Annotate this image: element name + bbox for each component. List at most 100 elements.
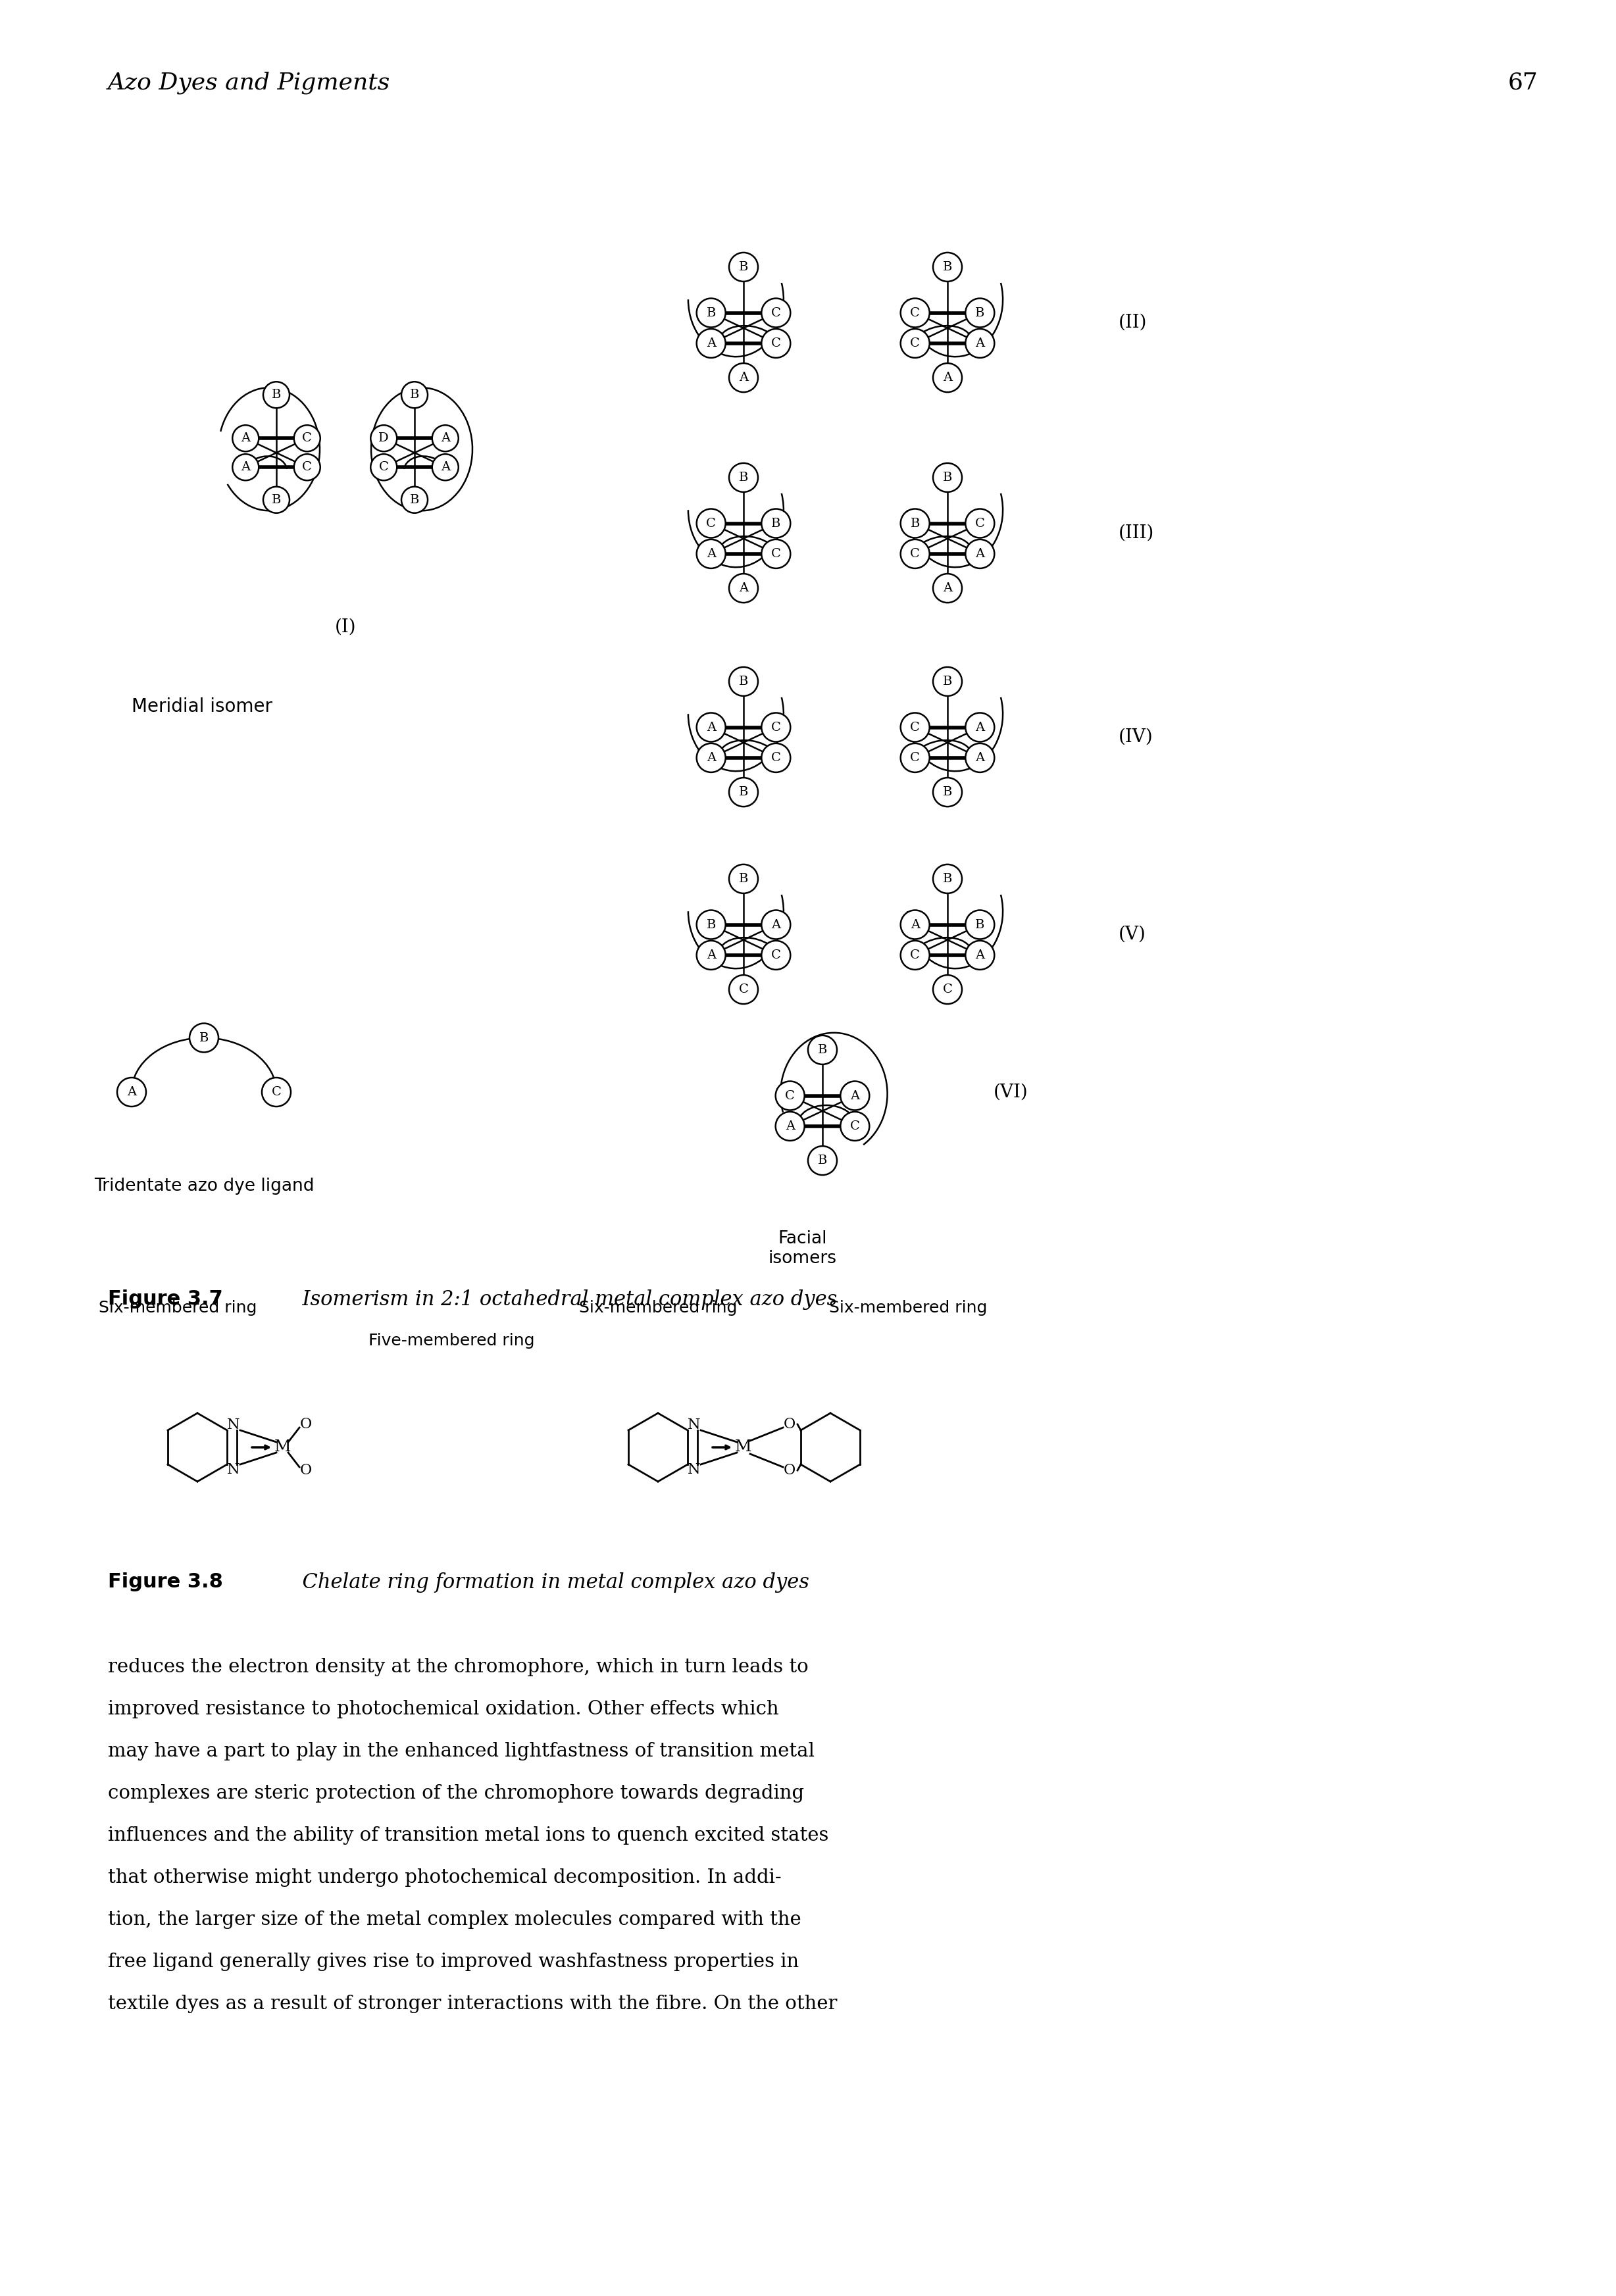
Text: C: C (771, 338, 781, 349)
Text: C: C (850, 1120, 860, 1132)
Circle shape (696, 941, 726, 969)
Text: B: B (739, 471, 748, 484)
Text: (V): (V) (1118, 925, 1146, 944)
Circle shape (233, 425, 259, 452)
Circle shape (263, 381, 289, 409)
Text: A: A (128, 1086, 136, 1097)
Circle shape (965, 540, 994, 569)
Circle shape (965, 909, 994, 939)
Text: B: B (942, 262, 952, 273)
Circle shape (696, 328, 726, 358)
Text: A: A (706, 751, 716, 765)
Circle shape (965, 298, 994, 328)
Circle shape (900, 744, 929, 771)
Text: Facial
isomers: Facial isomers (769, 1231, 837, 1267)
Text: improved resistance to photochemical oxidation. Other effects which: improved resistance to photochemical oxi… (108, 1699, 779, 1717)
Text: D: D (378, 432, 389, 443)
Circle shape (116, 1077, 145, 1107)
Text: Six-membered ring: Six-membered ring (829, 1300, 987, 1316)
Text: A: A (785, 1120, 795, 1132)
Text: Figure 3.8: Figure 3.8 (108, 1573, 223, 1591)
Text: C: C (302, 461, 312, 473)
Text: B: B (974, 918, 984, 930)
Text: Figure 3.7: Figure 3.7 (108, 1290, 223, 1309)
Text: A: A (976, 721, 984, 732)
Text: 67: 67 (1508, 71, 1538, 94)
Circle shape (401, 381, 428, 409)
Text: A: A (942, 372, 952, 383)
Text: C: C (910, 338, 920, 349)
Text: Isomerism in 2:1 octahedral metal complex azo dyes: Isomerism in 2:1 octahedral metal comple… (289, 1290, 837, 1309)
Circle shape (932, 253, 962, 282)
Circle shape (900, 909, 929, 939)
Text: C: C (974, 517, 984, 530)
Text: B: B (942, 675, 952, 687)
Text: B: B (739, 785, 748, 799)
Text: Six-membered ring: Six-membered ring (579, 1300, 737, 1316)
Text: C: C (771, 549, 781, 560)
Circle shape (761, 510, 790, 537)
Text: A: A (706, 721, 716, 732)
Circle shape (776, 1111, 805, 1141)
Circle shape (431, 455, 459, 480)
Circle shape (370, 455, 398, 480)
Text: A: A (850, 1091, 860, 1102)
Text: A: A (910, 918, 920, 930)
Text: C: C (910, 308, 920, 319)
Circle shape (729, 464, 758, 491)
Text: C: C (942, 983, 952, 996)
Circle shape (932, 976, 962, 1003)
Circle shape (729, 253, 758, 282)
Circle shape (900, 510, 929, 537)
Circle shape (761, 540, 790, 569)
Circle shape (900, 941, 929, 969)
Text: Meridial isomer: Meridial isomer (131, 698, 273, 716)
Text: A: A (241, 461, 250, 473)
Circle shape (932, 363, 962, 393)
Circle shape (233, 455, 259, 480)
Text: A: A (976, 948, 984, 962)
Text: may have a part to play in the enhanced lightfastness of transition metal: may have a part to play in the enhanced … (108, 1743, 814, 1761)
Circle shape (761, 909, 790, 939)
Text: A: A (706, 948, 716, 962)
Text: N: N (688, 1463, 701, 1476)
Text: that otherwise might undergo photochemical decomposition. In addi-: that otherwise might undergo photochemic… (108, 1869, 782, 1887)
Circle shape (776, 1081, 805, 1111)
Circle shape (932, 574, 962, 602)
Text: B: B (771, 517, 781, 530)
Text: N: N (228, 1417, 241, 1433)
Text: C: C (910, 721, 920, 732)
Text: B: B (942, 785, 952, 799)
Circle shape (696, 298, 726, 328)
Text: O: O (301, 1463, 312, 1479)
Circle shape (900, 298, 929, 328)
Text: A: A (976, 549, 984, 560)
Circle shape (932, 778, 962, 806)
Circle shape (263, 487, 289, 512)
Text: A: A (942, 583, 952, 595)
Circle shape (294, 455, 320, 480)
Text: B: B (974, 308, 984, 319)
Circle shape (900, 712, 929, 742)
Text: O: O (301, 1417, 312, 1430)
Circle shape (965, 941, 994, 969)
Text: A: A (706, 549, 716, 560)
Circle shape (965, 712, 994, 742)
Circle shape (761, 328, 790, 358)
Circle shape (729, 976, 758, 1003)
Text: B: B (271, 494, 281, 505)
Circle shape (431, 425, 459, 452)
Circle shape (965, 744, 994, 771)
Text: (II): (II) (1118, 315, 1147, 331)
Text: A: A (739, 583, 748, 595)
Text: B: B (410, 388, 419, 402)
Circle shape (761, 298, 790, 328)
Circle shape (808, 1146, 837, 1176)
Circle shape (294, 425, 320, 452)
Text: reduces the electron density at the chromophore, which in turn leads to: reduces the electron density at the chro… (108, 1658, 808, 1676)
Circle shape (729, 574, 758, 602)
Text: A: A (441, 461, 449, 473)
Circle shape (696, 712, 726, 742)
Circle shape (729, 668, 758, 696)
Circle shape (761, 941, 790, 969)
